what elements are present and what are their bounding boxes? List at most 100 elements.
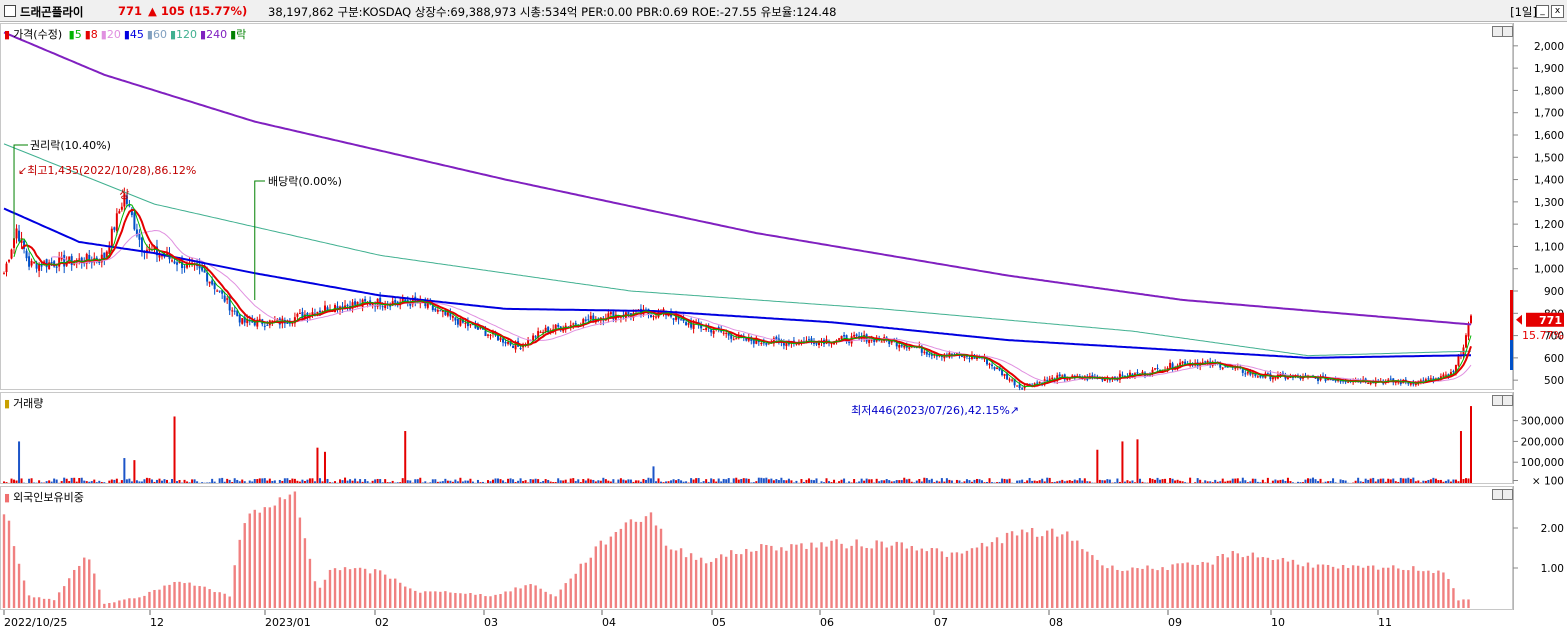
volume-bar <box>1397 481 1400 483</box>
foreign-bar <box>308 558 312 608</box>
volume-bar <box>441 481 444 483</box>
volume-bar <box>351 480 354 483</box>
foreign-bar <box>484 596 487 608</box>
candle-body <box>1204 361 1207 363</box>
volume-bar <box>705 479 708 483</box>
foreign-bar <box>960 553 964 608</box>
volume-bar <box>1362 481 1365 483</box>
volume-bar <box>1051 482 1054 483</box>
candle-body <box>426 302 429 308</box>
foreign-bar <box>68 578 71 608</box>
candle-body <box>218 290 221 292</box>
volume-bar <box>514 482 517 483</box>
foreign-bar <box>263 507 266 608</box>
volume-bar <box>1289 481 1292 483</box>
candle-body <box>1179 362 1182 366</box>
close-button[interactable]: x <box>1551 5 1564 18</box>
volume-bar <box>1068 480 1071 483</box>
volume-bar <box>960 482 963 483</box>
volume-bar <box>975 478 978 483</box>
candle-body <box>509 341 512 345</box>
volume-bar <box>1369 478 1372 483</box>
period-selector[interactable]: [1일] <box>1510 5 1537 19</box>
foreign-bar <box>740 554 743 608</box>
y-tick-label: 300,000 <box>1521 416 1564 428</box>
volume-bar <box>303 480 306 483</box>
volume-bar <box>697 478 700 483</box>
candle-body <box>920 346 923 353</box>
foreign-bar <box>248 513 251 608</box>
volume-bar <box>582 479 585 483</box>
volume-bar <box>1131 480 1134 483</box>
volume-bar <box>329 482 331 483</box>
volume-bar <box>1113 482 1116 483</box>
candle-body <box>672 318 675 320</box>
foreign-bar <box>32 597 36 608</box>
volume-bar <box>1061 479 1064 483</box>
volume-bar <box>1071 480 1074 483</box>
candle-body <box>1274 377 1277 379</box>
foreign-bar <box>890 545 893 608</box>
volume-bar <box>1329 481 1332 483</box>
volume-bar <box>436 481 439 483</box>
volume-bar <box>722 478 725 483</box>
candle-body <box>464 322 467 324</box>
y-tick-label: 1,100 <box>1534 241 1564 253</box>
candle-body <box>785 342 788 347</box>
select-checkbox[interactable] <box>4 5 16 17</box>
volume-bar <box>1141 481 1144 483</box>
volume-bar <box>878 481 881 483</box>
volume-bar <box>522 481 525 483</box>
candle-body <box>968 358 971 360</box>
candle-body <box>667 314 670 317</box>
volume-bar <box>745 478 748 483</box>
volume-panel-close-button[interactable] <box>1502 395 1513 406</box>
foreign-bar <box>850 545 853 608</box>
foreign-bar <box>880 541 883 608</box>
candle-body <box>479 327 482 329</box>
candle-body <box>286 321 289 324</box>
foreign-bar <box>544 591 547 608</box>
foreign-bar <box>910 546 913 608</box>
volume-bar <box>449 480 452 483</box>
volume-bar <box>133 460 136 483</box>
foreign-bar <box>138 597 141 608</box>
foreign-bar <box>464 593 467 608</box>
ma120-line <box>3 143 1472 357</box>
volume-bar <box>454 479 457 483</box>
candle-body <box>1116 379 1119 381</box>
foreign-bar <box>1392 565 1395 608</box>
volume-bar <box>542 480 545 483</box>
foreign-bar <box>624 522 628 608</box>
candle-body <box>1101 378 1104 381</box>
volume-bar <box>888 480 891 483</box>
volume-bar <box>286 478 289 483</box>
volume-bar <box>1266 477 1269 483</box>
candle-body <box>241 318 244 324</box>
foreign-bar <box>925 551 929 608</box>
candle-body <box>682 318 685 322</box>
minimize-button[interactable]: _ <box>1536 5 1549 18</box>
foreign-bar <box>1291 559 1295 608</box>
candle-body <box>1006 373 1009 380</box>
candle-body <box>1068 378 1071 380</box>
volume-bar <box>374 479 377 483</box>
foreign-bar <box>388 578 392 608</box>
volume-bar <box>1083 478 1086 483</box>
foreign-panel-close-button[interactable] <box>1502 489 1513 500</box>
foreign-legend: ▮ 외국인보유비중 <box>4 489 87 505</box>
foreign-bar <box>399 582 402 608</box>
volume-bar <box>923 477 926 483</box>
volume-bar <box>991 482 994 483</box>
candle-body <box>1103 378 1106 381</box>
price-panel-close-button[interactable] <box>1502 26 1513 37</box>
foreign-bar <box>17 563 21 608</box>
volume-bar <box>1001 478 1004 483</box>
candle-body <box>627 311 630 315</box>
rights-marker-line <box>13 144 28 240</box>
volume-bar <box>1339 479 1342 483</box>
candle-body <box>1444 374 1447 376</box>
foreign-bar <box>88 559 91 608</box>
volume-bar <box>396 482 399 483</box>
candle-body <box>970 355 973 360</box>
